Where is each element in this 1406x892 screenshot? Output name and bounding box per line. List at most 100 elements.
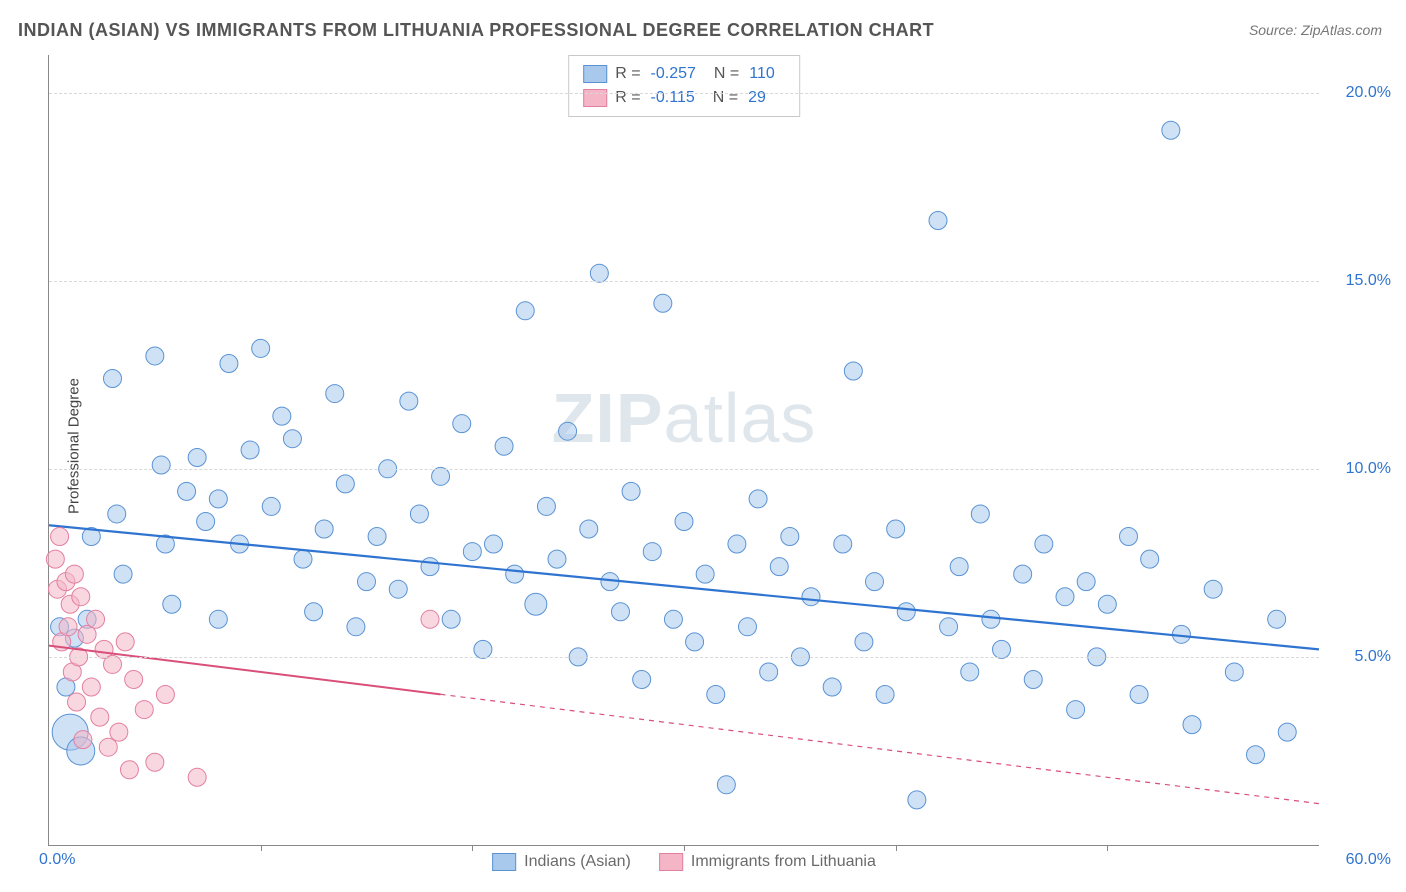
scatter-point [108, 505, 126, 523]
scatter-point [188, 449, 206, 467]
scatter-point [104, 370, 122, 388]
scatter-point [717, 776, 735, 794]
scatter-point [485, 535, 503, 553]
scatter-point [197, 512, 215, 530]
legend-n-value: 110 [749, 62, 775, 86]
grid-line [49, 93, 1319, 94]
series-legend-label: Indians (Asian) [524, 853, 631, 871]
scatter-point [633, 670, 651, 688]
scatter-point [516, 302, 534, 320]
scatter-point [91, 708, 109, 726]
scatter-point [116, 633, 134, 651]
scatter-point [72, 588, 90, 606]
scatter-point [643, 543, 661, 561]
scatter-point [961, 663, 979, 681]
scatter-point [940, 618, 958, 636]
legend-r-label: R = [615, 86, 640, 110]
y-tick-label: 15.0% [1346, 272, 1391, 290]
scatter-point [1130, 686, 1148, 704]
scatter-point [315, 520, 333, 538]
scatter-point [463, 543, 481, 561]
scatter-point [887, 520, 905, 538]
scatter-point [664, 610, 682, 628]
scatter-point [855, 633, 873, 651]
scatter-point [548, 550, 566, 568]
scatter-point [188, 768, 206, 786]
scatter-point [525, 593, 547, 615]
scatter-point [1024, 670, 1042, 688]
x-tick-start: 0.0% [39, 851, 75, 869]
scatter-point [421, 610, 439, 628]
source-attribution: Source: ZipAtlas.com [1249, 22, 1382, 38]
scatter-point [1014, 565, 1032, 583]
scatter-point [99, 738, 117, 756]
scatter-point [209, 490, 227, 508]
legend-row: R = -0.115 N = 29 [583, 86, 785, 110]
legend-swatch [492, 853, 516, 871]
x-tick-mark [684, 845, 685, 851]
series-legend-item: Immigrants from Lithuania [659, 853, 876, 871]
scatter-point [262, 497, 280, 515]
scatter-point [908, 791, 926, 809]
scatter-point [305, 603, 323, 621]
grid-line [49, 657, 1319, 658]
scatter-point [125, 670, 143, 688]
scatter-point [760, 663, 778, 681]
scatter-point [559, 422, 577, 440]
plot-svg [49, 55, 1319, 845]
scatter-point [220, 354, 238, 372]
scatter-point [707, 686, 725, 704]
scatter-point [442, 610, 460, 628]
y-tick-label: 5.0% [1355, 648, 1391, 666]
scatter-point [294, 550, 312, 568]
legend-n-label: N = [713, 86, 738, 110]
scatter-point [686, 633, 704, 651]
scatter-point [389, 580, 407, 598]
scatter-point [110, 723, 128, 741]
scatter-point [410, 505, 428, 523]
scatter-point [675, 512, 693, 530]
x-tick-mark [896, 845, 897, 851]
grid-line [49, 281, 1319, 282]
scatter-point [135, 701, 153, 719]
scatter-point [993, 640, 1011, 658]
scatter-point [1035, 535, 1053, 553]
scatter-point [368, 528, 386, 546]
correlation-legend: R =-0.257N =110R =-0.115N =29 [568, 55, 800, 117]
series-legend-item: Indians (Asian) [492, 853, 631, 871]
scatter-point [1278, 723, 1296, 741]
legend-n-value: 29 [748, 86, 766, 110]
scatter-point [770, 558, 788, 576]
scatter-point [622, 482, 640, 500]
scatter-point [749, 490, 767, 508]
x-tick-mark [472, 845, 473, 851]
scatter-point [120, 761, 138, 779]
scatter-point [146, 347, 164, 365]
scatter-point [1098, 595, 1116, 613]
scatter-point [82, 678, 100, 696]
series-legend-label: Immigrants from Lithuania [691, 853, 876, 871]
scatter-point [283, 430, 301, 448]
scatter-point [823, 678, 841, 696]
scatter-point [876, 686, 894, 704]
scatter-point [104, 655, 122, 673]
legend-swatch [659, 853, 683, 871]
scatter-point [728, 535, 746, 553]
scatter-point [739, 618, 757, 636]
scatter-point [163, 595, 181, 613]
scatter-point [696, 565, 714, 583]
scatter-point [114, 565, 132, 583]
scatter-point [1056, 588, 1074, 606]
scatter-point [781, 528, 799, 546]
legend-r-value: -0.115 [651, 86, 695, 110]
scatter-point [326, 385, 344, 403]
legend-r-label: R = [615, 62, 640, 86]
scatter-point [432, 467, 450, 485]
scatter-point [347, 618, 365, 636]
scatter-point [495, 437, 513, 455]
scatter-point [1141, 550, 1159, 568]
scatter-point [971, 505, 989, 523]
scatter-point [336, 475, 354, 493]
trend-line-extrapolated [441, 694, 1319, 803]
scatter-point [802, 588, 820, 606]
